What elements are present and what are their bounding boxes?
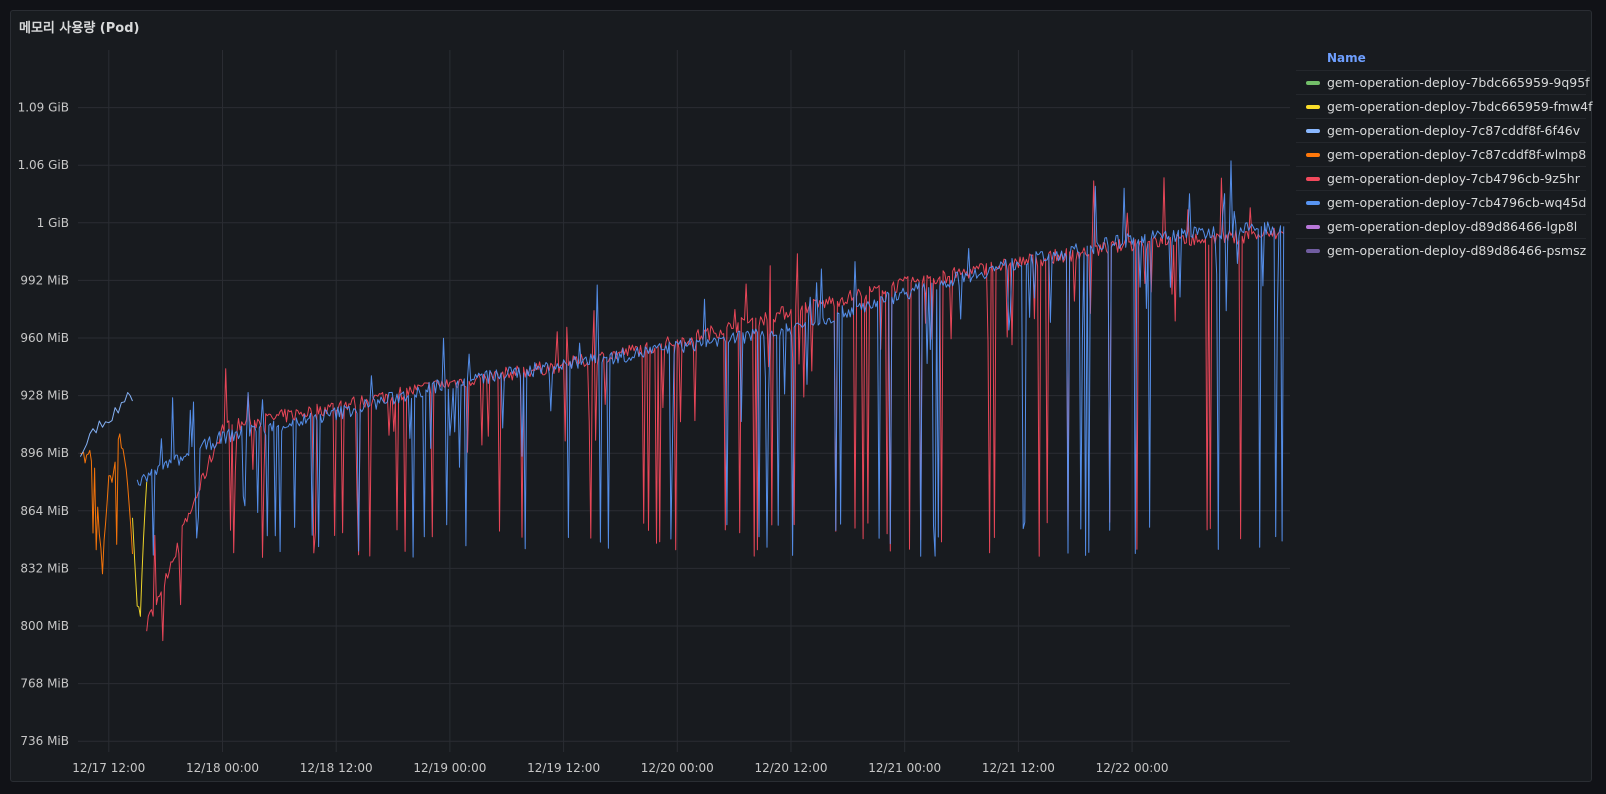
legend-item[interactable]: gem-operation-deploy-7c87cddf8f-6f46v xyxy=(1296,118,1586,142)
legend-swatch xyxy=(1306,224,1320,229)
y-tick-label: 800 MiB xyxy=(20,619,69,633)
y-tick-label: 1.09 GiB xyxy=(18,101,69,115)
legend-item[interactable]: gem-operation-deploy-7cb4796cb-wq45d xyxy=(1296,190,1586,214)
x-tick-label: 12/21 00:00 xyxy=(868,761,941,775)
y-tick-label: 1.06 GiB xyxy=(18,158,69,172)
series-line xyxy=(146,177,1285,642)
legend-item[interactable]: gem-operation-deploy-d89d86466-lgp8l xyxy=(1296,214,1586,238)
legend-swatch xyxy=(1306,80,1320,85)
legend-label: gem-operation-deploy-d89d86466-psmsz xyxy=(1327,243,1587,258)
legend-swatch xyxy=(1306,248,1320,253)
legend-swatch xyxy=(1306,152,1320,157)
legend-label: gem-operation-deploy-7bdc665959-fmw4f xyxy=(1327,99,1593,114)
x-tick-label: 12/20 00:00 xyxy=(641,761,714,775)
legend-item[interactable]: gem-operation-deploy-7c87cddf8f-wlmp8 xyxy=(1296,142,1586,166)
legend-swatch xyxy=(1306,128,1320,133)
series-line xyxy=(136,160,1285,558)
legend-swatch xyxy=(1306,104,1320,109)
series-line xyxy=(79,392,133,457)
series-line xyxy=(80,433,133,575)
y-tick-label: 992 MiB xyxy=(20,273,69,287)
legend-label: gem-operation-deploy-7cb4796cb-9z5hr xyxy=(1327,171,1580,186)
panel-title[interactable]: 메모리 사용량 (Pod) xyxy=(19,21,140,36)
legend-label: gem-operation-deploy-7cb4796cb-wq45d xyxy=(1327,195,1587,210)
y-tick-label: 832 MiB xyxy=(20,561,69,575)
y-tick-label: 928 MiB xyxy=(20,389,69,403)
legend-item[interactable]: gem-operation-deploy-7bdc665959-9q95f xyxy=(1296,70,1590,94)
y-tick-label: 896 MiB xyxy=(20,446,69,460)
legend-label: gem-operation-deploy-d89d86466-lgp8l xyxy=(1327,219,1578,234)
legend-swatch xyxy=(1306,200,1320,205)
x-tick-label: 12/19 12:00 xyxy=(527,761,600,775)
legend-item[interactable]: gem-operation-deploy-d89d86466-psmsz xyxy=(1296,238,1586,262)
x-tick-label: 12/20 12:00 xyxy=(754,761,827,775)
x-tick-label: 12/18 00:00 xyxy=(186,761,259,775)
legend: Name gem-operation-deploy-7bdc665959-9q9… xyxy=(1296,46,1593,262)
y-tick-label: 736 MiB xyxy=(20,734,69,748)
series-line xyxy=(132,481,148,617)
legend-items: gem-operation-deploy-7bdc665959-9q95f gem… xyxy=(1296,70,1593,262)
legend-swatch xyxy=(1306,176,1320,181)
legend-header[interactable]: Name xyxy=(1327,51,1366,65)
x-tick-label: 12/18 12:00 xyxy=(300,761,373,775)
legend-label: gem-operation-deploy-7bdc665959-9q95f xyxy=(1327,75,1590,90)
y-tick-label: 960 MiB xyxy=(20,331,69,345)
y-tick-label: 1 GiB xyxy=(37,216,69,230)
x-tick-label: 12/17 12:00 xyxy=(72,761,145,775)
y-tick-label: 768 MiB xyxy=(20,677,69,691)
legend-label: gem-operation-deploy-7c87cddf8f-wlmp8 xyxy=(1327,147,1587,162)
legend-label: gem-operation-deploy-7c87cddf8f-6f46v xyxy=(1327,123,1581,138)
y-tick-label: 864 MiB xyxy=(20,504,69,518)
x-tick-label: 12/19 00:00 xyxy=(413,761,486,775)
legend-item[interactable]: gem-operation-deploy-7cb4796cb-9z5hr xyxy=(1296,166,1586,190)
x-tick-label: 12/21 12:00 xyxy=(982,761,1055,775)
legend-item[interactable]: gem-operation-deploy-7bdc665959-fmw4f xyxy=(1296,94,1593,118)
x-tick-label: 12/22 00:00 xyxy=(1096,761,1169,775)
